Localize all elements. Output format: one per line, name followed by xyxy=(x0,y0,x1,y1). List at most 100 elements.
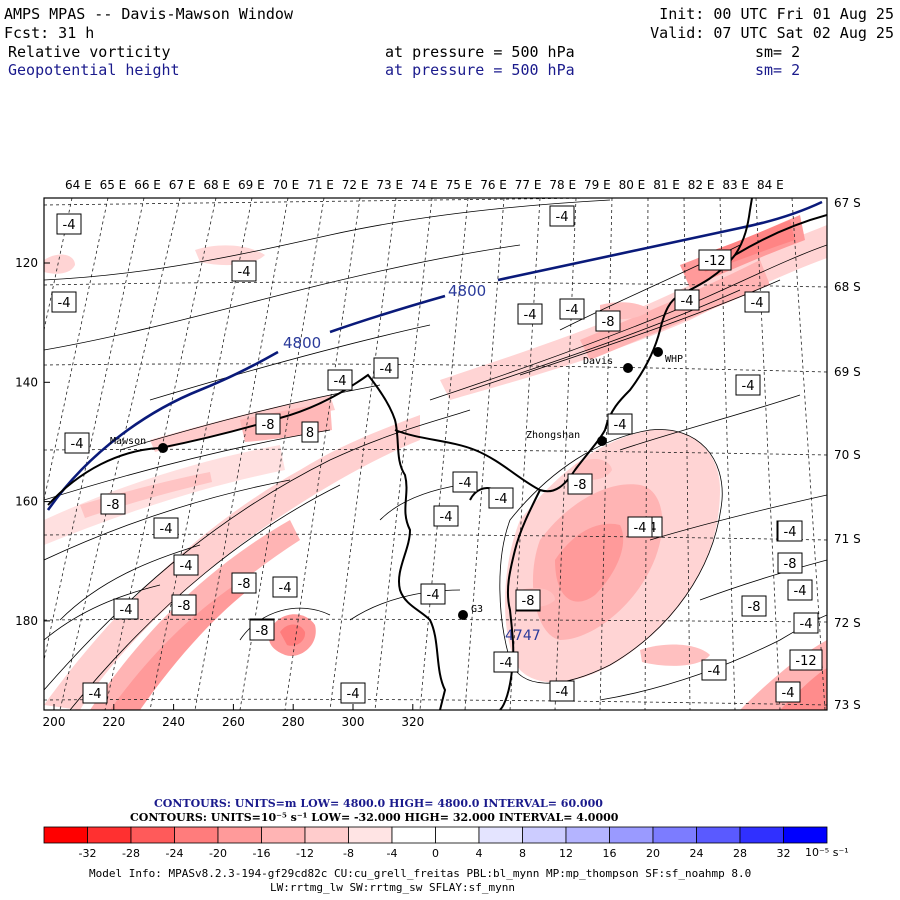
station-label-g3: G3 xyxy=(471,604,483,615)
colorbar-units: 10⁻⁵ s⁻¹ xyxy=(805,846,849,859)
field1-level: at pressure = 500 hPa xyxy=(385,43,575,61)
colorbar-label: -8 xyxy=(343,847,354,860)
lon-label: 74 E xyxy=(411,178,438,192)
vort-label-box xyxy=(301,421,319,443)
vort-label-box xyxy=(272,576,298,598)
vort-label: -4 xyxy=(784,525,797,540)
vort-label-box xyxy=(789,649,823,671)
lon-label: 83 E xyxy=(722,178,749,192)
x-tick-label: 240 xyxy=(162,715,185,729)
vort-label-box xyxy=(255,413,281,435)
lon-label: 84 E xyxy=(757,178,784,192)
figure-title: AMPS MPAS -- Davis-Mawson Window xyxy=(4,5,294,23)
station-label-whp: WHP xyxy=(665,354,683,365)
vort-label-box xyxy=(153,517,179,539)
vort-label-box xyxy=(452,471,478,493)
model-info-line1: Model Info: MPASv8.2.3-194-gf29cd82c CU:… xyxy=(89,867,751,880)
x-axis-ticks: 200 220 240 260 280 300 320 xyxy=(43,704,424,729)
vort-label-box xyxy=(607,413,633,435)
lon-label: 70 E xyxy=(273,178,300,192)
colorbar-segment xyxy=(652,826,697,844)
field2-level: at pressure = 500 hPa xyxy=(385,61,575,79)
station-label-davis: Davis xyxy=(583,356,613,367)
colorbar-segment xyxy=(87,826,132,844)
vort-label: -4 xyxy=(681,294,694,309)
field2-smoothing: sm= 2 xyxy=(755,61,800,79)
y-tick-label: 120 xyxy=(15,256,38,270)
colorbar-label: -16 xyxy=(253,847,271,860)
x-tick-label: 300 xyxy=(342,715,365,729)
lon-label: 78 E xyxy=(549,178,576,192)
vort-label: -4 xyxy=(751,296,764,311)
vort-label-box xyxy=(515,589,541,611)
vort-label: 8 xyxy=(306,426,314,441)
vort-label-box xyxy=(173,554,199,576)
x-tick-label: 280 xyxy=(282,715,305,729)
vort-label-box xyxy=(744,291,770,313)
vort-label-box xyxy=(595,310,621,332)
colorbar-segment xyxy=(217,826,262,844)
colorbar-label: -12 xyxy=(296,847,314,860)
vort-label-box xyxy=(64,432,90,454)
forecast-hour: Fcst: 31 h xyxy=(4,24,94,42)
vort-label-box xyxy=(373,357,399,379)
colorbar-segment xyxy=(130,826,175,844)
colorbar-label: 12 xyxy=(559,847,573,860)
colorbar-segment xyxy=(261,826,306,844)
colorbar-label: -28 xyxy=(122,847,140,860)
station-label-zhongshan: Zhongshan xyxy=(526,430,580,441)
colorbar-label: -24 xyxy=(166,847,184,860)
lat-label: 72 S xyxy=(834,616,861,630)
colorbar-segment xyxy=(43,826,88,844)
lon-label: 76 E xyxy=(480,178,507,192)
height-label-min: 4747 xyxy=(505,628,541,644)
vort-label-box xyxy=(249,619,275,641)
vort-label: -4 xyxy=(495,492,508,507)
vort-label: -8 xyxy=(107,498,120,513)
vort-label: -4 xyxy=(380,362,393,377)
vort-label-box xyxy=(775,681,801,703)
colorbar-label: -20 xyxy=(209,847,227,860)
vort-label: -4 xyxy=(63,218,76,233)
vort-label: -4 xyxy=(347,687,360,702)
lon-label: 75 E xyxy=(446,178,473,192)
vort-label-box xyxy=(787,579,813,601)
x-tick-label: 260 xyxy=(222,715,245,729)
colorbar-segment xyxy=(783,826,828,844)
vort-label-box xyxy=(493,651,519,673)
vort-label-box xyxy=(82,682,108,704)
lon-label: 80 E xyxy=(619,178,646,192)
lat-label: 71 S xyxy=(834,532,861,546)
colorbar-label: -4 xyxy=(387,847,398,860)
lon-label: 73 E xyxy=(376,178,403,192)
x-tick-label: 220 xyxy=(102,715,125,729)
vort-label-box xyxy=(420,583,446,605)
vort-label: -4 xyxy=(782,686,795,701)
valid-time: Valid: 07 UTC Sat 02 Aug 25 xyxy=(650,24,894,42)
colorbar-segment xyxy=(174,826,219,844)
colorbar-label: 16 xyxy=(603,847,617,860)
x-tick-label: 200 xyxy=(43,715,66,729)
vort-label-box xyxy=(100,493,126,515)
colorbar-label: 20 xyxy=(646,847,660,860)
longitude-labels: 64 E 65 E 66 E 67 E 68 E 69 E 70 E 71 E 72 E 73 E… xyxy=(65,178,784,192)
vort-label: -8 xyxy=(178,599,191,614)
colorbar xyxy=(43,826,828,844)
vort-label: -4 xyxy=(742,379,755,394)
lat-label: 73 S xyxy=(834,698,861,712)
vort-label: -4 xyxy=(58,296,71,311)
lon-label: 64 E xyxy=(65,178,92,192)
field2-name: Geopotential height xyxy=(8,61,180,79)
vort-label-box xyxy=(433,505,459,527)
vort-label: -4 xyxy=(708,664,721,679)
colorbar-segment xyxy=(348,826,393,844)
height-contour-info: CONTOURS: UNITS=m LOW= 4800.0 HIGH= 4800… xyxy=(154,797,603,810)
vort-label: -12 xyxy=(704,254,725,269)
height-label-4800-west: 4800 xyxy=(283,334,321,352)
vort-label-box xyxy=(340,682,366,704)
colorbar-segment xyxy=(478,826,523,844)
vort-label: -8 xyxy=(602,315,615,330)
vort-label-box xyxy=(517,303,543,325)
height-label-4800-east: 4800 xyxy=(448,282,486,300)
vort-label: -4 xyxy=(180,559,193,574)
